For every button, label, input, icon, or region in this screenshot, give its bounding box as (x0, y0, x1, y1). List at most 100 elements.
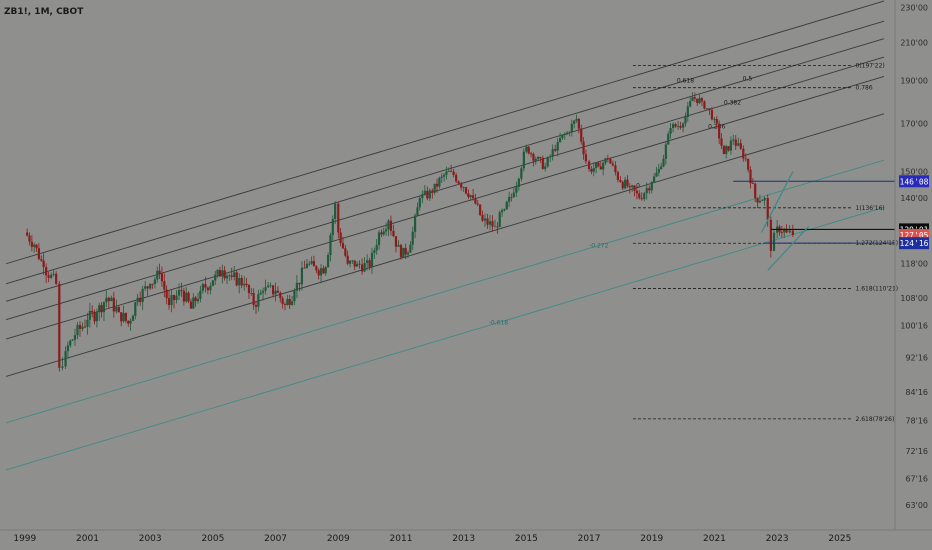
candle-body (691, 97, 694, 102)
candle-body (201, 284, 204, 291)
candle-body (250, 293, 253, 294)
candle-body (577, 118, 580, 129)
candle-body (204, 284, 207, 288)
channel-line (5, 20, 885, 285)
y-tick-label: 92'16 (905, 353, 928, 362)
candle-body (50, 274, 53, 278)
candle-body (149, 283, 152, 289)
candle-body (493, 226, 497, 228)
candle-body (95, 312, 99, 322)
candle-body (177, 290, 181, 296)
candle-body (66, 345, 70, 352)
candle-body (604, 158, 607, 163)
x-tick-label: 2017 (578, 534, 601, 544)
candle-body (64, 351, 67, 367)
candle-body (276, 290, 280, 293)
candle-body (720, 138, 723, 146)
y-tick-label: 190'00 (900, 77, 928, 86)
candle-body (322, 268, 325, 274)
candle-body (206, 287, 209, 291)
candle-body (303, 267, 306, 269)
candle-body (245, 283, 248, 285)
candle-body (151, 283, 154, 285)
channel-label: 0.382 (724, 99, 741, 106)
candle-body (98, 305, 101, 313)
fib-level-label: 2.618(78'26) (856, 416, 895, 423)
candle-body (279, 292, 282, 299)
candle-body (290, 301, 294, 305)
candle-body (375, 244, 378, 251)
candle-body (40, 259, 43, 261)
candle-body (115, 306, 118, 312)
candle-body (281, 298, 284, 305)
candle-body (643, 193, 646, 200)
candle-body (416, 207, 419, 216)
candle-body (609, 158, 612, 164)
candle-body (122, 312, 125, 322)
candle-body (230, 275, 233, 277)
candle-body (144, 286, 147, 289)
candle-body (510, 197, 513, 198)
candle-body (266, 285, 270, 288)
candle-body (619, 180, 622, 182)
candle-body (606, 158, 609, 160)
channel-line (5, 38, 885, 302)
candle-body (107, 297, 110, 302)
candle-body (682, 123, 685, 128)
candle-body (785, 229, 788, 233)
fib-level-label: 1.618(110'21) (856, 285, 899, 292)
candle-body (55, 273, 58, 284)
candle-body (544, 166, 547, 169)
x-tick-label: 2003 (139, 534, 162, 544)
candle-body (310, 261, 313, 264)
candle-body (479, 204, 482, 216)
candle-body (170, 295, 173, 305)
candle-body (353, 260, 356, 267)
x-tick-label: 2011 (390, 534, 413, 544)
y-tick-label: 170'00 (900, 119, 928, 128)
candle-body (710, 110, 714, 120)
candle-body (599, 166, 602, 170)
candle-body (382, 231, 385, 235)
candle-body (337, 203, 340, 233)
candle-body (185, 292, 188, 302)
candle-body (221, 270, 224, 277)
candle-body (689, 101, 692, 107)
candle-body (684, 116, 687, 124)
candle-body (708, 108, 711, 111)
candle-body (512, 192, 515, 198)
candle-body (288, 299, 291, 305)
candle-body (317, 270, 320, 276)
candle-body (214, 274, 217, 281)
candle-body (81, 326, 84, 329)
candle-body (587, 161, 591, 170)
candle-body (141, 288, 144, 302)
candle-body (496, 226, 499, 228)
candle-body (254, 304, 258, 307)
candle-body (120, 312, 123, 322)
candle-body (474, 198, 477, 204)
candle-body (73, 335, 77, 340)
candle-body (551, 149, 554, 157)
candle-body (112, 297, 115, 312)
candle-body (534, 158, 537, 161)
candle-body (324, 267, 327, 274)
candle-body (283, 304, 287, 305)
candle-body (165, 289, 168, 299)
candle-body (628, 186, 631, 188)
candle-body (602, 162, 605, 170)
candle-body (772, 232, 776, 251)
candle-body (257, 294, 260, 307)
candle-body (235, 272, 238, 286)
candle-body (568, 132, 571, 134)
candle-body (124, 312, 128, 321)
candle-body (732, 139, 735, 141)
candle-body (392, 230, 395, 237)
candle-body (435, 183, 439, 187)
candle-body (761, 200, 764, 202)
candle-body (657, 168, 660, 173)
candle-body (189, 301, 193, 309)
candle-body (653, 176, 656, 182)
